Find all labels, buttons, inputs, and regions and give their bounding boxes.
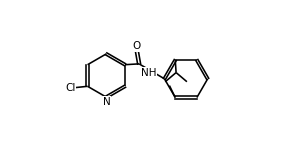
Text: NH: NH — [141, 68, 156, 78]
Text: Cl: Cl — [65, 83, 76, 93]
Text: N: N — [103, 97, 111, 107]
Text: O: O — [132, 41, 140, 51]
